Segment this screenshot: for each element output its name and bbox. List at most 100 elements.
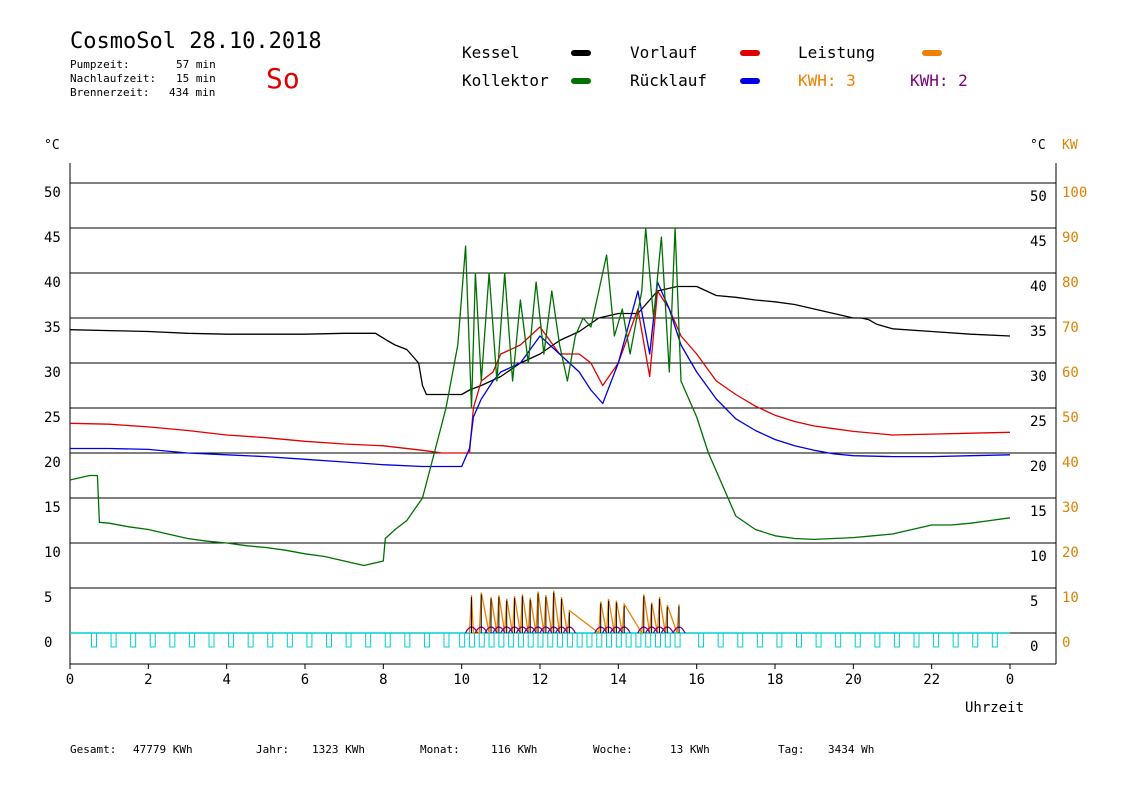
pump-marker bbox=[972, 632, 979, 648]
stat-brennerzeit-value: 434 min bbox=[169, 86, 216, 99]
pump-marker bbox=[547, 632, 554, 648]
series-kollektor-line bbox=[69, 227, 1011, 567]
x-tick-label: 14 bbox=[610, 672, 627, 688]
y-tick-label-left: 50 bbox=[44, 185, 61, 201]
footer-tag-label: Tag: bbox=[778, 743, 805, 756]
pump-marker bbox=[893, 632, 900, 648]
pump-marker bbox=[635, 632, 642, 648]
footer-woche-value: 13 KWh bbox=[670, 743, 710, 756]
legend-kwh-purple: KWH: 2 bbox=[910, 71, 968, 90]
y-tick-label-right-kw: 90 bbox=[1062, 230, 1079, 246]
legend-kessel-swatch bbox=[571, 50, 591, 56]
y-tick-label-right-kw: 70 bbox=[1062, 320, 1079, 336]
x-tick-label: 8 bbox=[379, 672, 387, 688]
y-tick-label-left: 35 bbox=[44, 320, 61, 336]
footer-gesamt-label: Gesamt: bbox=[70, 743, 117, 756]
x-tick-label: 0 bbox=[1006, 672, 1014, 688]
pump-marker bbox=[306, 632, 313, 648]
series-ruecklauf-line bbox=[70, 281, 1011, 468]
footer-monat-value: 116 KWh bbox=[491, 743, 538, 756]
weekday-label: So bbox=[266, 62, 300, 95]
pump-marker bbox=[566, 632, 573, 648]
pump-marker bbox=[384, 632, 391, 648]
pump-marker bbox=[508, 632, 515, 648]
pump-marker bbox=[110, 632, 117, 648]
y-tick-label-right-celsius: 40 bbox=[1030, 279, 1047, 295]
stat-nachlaufzeit-value: 15 min bbox=[176, 72, 216, 85]
y-tick-label-left: 40 bbox=[44, 275, 61, 291]
y-tick-label-right-celsius: 20 bbox=[1030, 459, 1047, 475]
pump-marker bbox=[854, 632, 861, 648]
pump-marker bbox=[326, 632, 332, 648]
legend-kwh-orange: KWH: 3 bbox=[798, 71, 856, 90]
x-axis-label: Uhrzeit bbox=[965, 700, 1025, 716]
pump-marker bbox=[468, 632, 475, 648]
pump-marker bbox=[169, 632, 176, 648]
pump-marker bbox=[625, 632, 632, 648]
x-tick-label: 16 bbox=[688, 672, 705, 688]
y-tick-label-right-kw: 50 bbox=[1062, 410, 1079, 426]
legend-leistung-label: Leistung bbox=[798, 43, 876, 62]
pump-marker bbox=[365, 632, 372, 648]
pump-marker bbox=[423, 632, 430, 648]
legend-vorlauf-label: Vorlauf bbox=[630, 43, 698, 62]
footer-woche-label: Woche: bbox=[593, 743, 633, 756]
y-tick-label-left: 0 bbox=[44, 635, 52, 651]
pump-marker bbox=[247, 632, 254, 648]
pump-marker bbox=[991, 632, 998, 648]
pump-marker bbox=[478, 632, 485, 648]
left-axis-unit: °C bbox=[44, 138, 60, 153]
legend-leistung-swatch bbox=[922, 50, 942, 56]
pump-marker bbox=[498, 632, 505, 648]
footer-jahr-value: 1323 KWh bbox=[312, 743, 365, 756]
pump-marker bbox=[606, 632, 613, 648]
pump-marker bbox=[717, 632, 724, 648]
legend-kessel-label: Kessel bbox=[462, 43, 520, 62]
footer-gesamt-value: 47779 KWh bbox=[133, 743, 193, 756]
pump-marker bbox=[737, 632, 744, 648]
y-tick-label-right-celsius: 50 bbox=[1030, 189, 1047, 205]
pump-marker bbox=[576, 632, 583, 648]
pump-marker bbox=[596, 632, 603, 648]
x-tick-label: 12 bbox=[532, 672, 549, 688]
pump-marker bbox=[459, 632, 466, 648]
pump-marker bbox=[228, 632, 235, 648]
pump-marker bbox=[130, 632, 137, 648]
x-tick-label: 0 bbox=[66, 672, 74, 688]
y-tick-label-right-kw: 0 bbox=[1062, 635, 1070, 651]
pump-marker bbox=[698, 632, 705, 648]
y-tick-label-left: 15 bbox=[44, 500, 61, 516]
y-tick-label-right-kw: 30 bbox=[1062, 500, 1079, 516]
pump-marker bbox=[586, 632, 593, 648]
x-tick-label: 4 bbox=[222, 672, 230, 688]
pump-marker bbox=[286, 632, 293, 648]
pump-marker bbox=[655, 632, 661, 648]
pump-marker bbox=[91, 632, 97, 648]
pump-marker bbox=[345, 632, 352, 648]
chart-title: CosmoSol 28.10.2018 bbox=[70, 29, 322, 54]
y-tick-label-right-kw: 100 bbox=[1062, 185, 1087, 201]
pump-marker bbox=[527, 632, 534, 648]
pump-marker bbox=[756, 632, 763, 648]
y-tick-label-right-kw: 10 bbox=[1062, 590, 1079, 606]
y-tick-label-right-celsius: 25 bbox=[1030, 414, 1047, 430]
series-leistung-line bbox=[468, 590, 680, 636]
pump-marker bbox=[517, 632, 524, 648]
pump-marker bbox=[776, 632, 783, 648]
pump-marker bbox=[188, 632, 195, 648]
y-tick-label-right-celsius: 10 bbox=[1030, 549, 1047, 565]
pump-marker bbox=[208, 632, 215, 648]
stat-pumpzeit-value: 57 min bbox=[176, 58, 216, 71]
x-tick-label: 2 bbox=[144, 672, 152, 688]
pump-marker bbox=[796, 632, 802, 648]
y-tick-label-right-celsius: 30 bbox=[1030, 369, 1047, 385]
pump-marker bbox=[443, 632, 450, 648]
pump-marker bbox=[874, 632, 881, 648]
x-tick-label: 18 bbox=[767, 672, 784, 688]
pump-marker bbox=[537, 632, 544, 648]
pump-marker bbox=[664, 632, 671, 648]
x-tick-label: 22 bbox=[923, 672, 940, 688]
footer-tag-value: 3434 Wh bbox=[828, 743, 875, 756]
pump-marker bbox=[615, 632, 622, 648]
y-tick-label-left: 45 bbox=[44, 230, 61, 246]
